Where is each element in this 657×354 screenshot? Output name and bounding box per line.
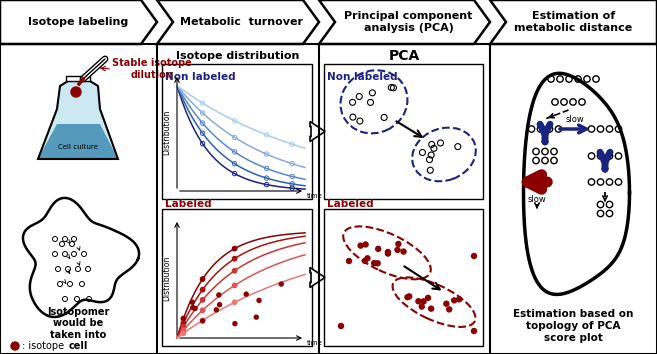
Circle shape bbox=[386, 251, 390, 256]
Circle shape bbox=[200, 287, 205, 292]
Circle shape bbox=[396, 241, 401, 246]
Circle shape bbox=[444, 301, 449, 306]
Circle shape bbox=[395, 247, 400, 252]
Circle shape bbox=[217, 303, 221, 307]
Bar bbox=[0, 44, 657, 354]
Circle shape bbox=[244, 292, 248, 296]
Circle shape bbox=[365, 256, 370, 261]
Bar bbox=[162, 64, 312, 199]
Circle shape bbox=[426, 295, 430, 300]
Circle shape bbox=[416, 299, 421, 304]
Circle shape bbox=[452, 298, 457, 303]
Circle shape bbox=[233, 256, 237, 261]
Polygon shape bbox=[38, 124, 118, 159]
Circle shape bbox=[233, 246, 237, 251]
Circle shape bbox=[193, 307, 197, 310]
Text: slow: slow bbox=[528, 195, 547, 205]
Polygon shape bbox=[524, 73, 629, 295]
Circle shape bbox=[257, 298, 261, 302]
Bar bbox=[324, 64, 483, 199]
Text: Metabolic  turnover: Metabolic turnover bbox=[181, 17, 304, 27]
Circle shape bbox=[405, 295, 410, 300]
Polygon shape bbox=[23, 198, 139, 317]
Circle shape bbox=[181, 331, 185, 336]
Text: Distribution: Distribution bbox=[162, 110, 171, 155]
Circle shape bbox=[421, 299, 426, 304]
Circle shape bbox=[233, 322, 237, 326]
Text: PCA: PCA bbox=[389, 49, 420, 63]
Circle shape bbox=[407, 294, 412, 299]
Circle shape bbox=[191, 300, 194, 304]
Text: Distribution: Distribution bbox=[162, 256, 171, 301]
Bar bbox=[324, 209, 483, 346]
Circle shape bbox=[472, 253, 476, 258]
Circle shape bbox=[191, 306, 195, 310]
Circle shape bbox=[363, 258, 367, 263]
Circle shape bbox=[233, 300, 237, 304]
Text: Non labeled: Non labeled bbox=[165, 72, 236, 82]
Circle shape bbox=[11, 342, 19, 350]
Circle shape bbox=[447, 307, 452, 312]
Polygon shape bbox=[38, 81, 118, 159]
Text: time: time bbox=[307, 193, 323, 199]
Circle shape bbox=[233, 283, 237, 288]
Circle shape bbox=[181, 316, 185, 321]
Circle shape bbox=[376, 246, 380, 251]
Text: Labeled: Labeled bbox=[165, 199, 212, 209]
Circle shape bbox=[200, 298, 205, 302]
Text: time: time bbox=[307, 340, 323, 346]
Text: Isotope labeling: Isotope labeling bbox=[28, 17, 129, 27]
Text: Non labeled: Non labeled bbox=[327, 72, 397, 82]
Circle shape bbox=[217, 293, 221, 297]
Circle shape bbox=[346, 258, 351, 263]
Circle shape bbox=[419, 304, 424, 309]
Circle shape bbox=[181, 325, 185, 329]
Circle shape bbox=[401, 249, 406, 254]
Text: Estimation based on
topology of PCA
score plot: Estimation based on topology of PCA scor… bbox=[513, 309, 634, 343]
Circle shape bbox=[375, 261, 380, 266]
Circle shape bbox=[254, 315, 258, 319]
Circle shape bbox=[200, 308, 205, 313]
Circle shape bbox=[233, 268, 237, 273]
Circle shape bbox=[372, 261, 376, 266]
Circle shape bbox=[71, 87, 81, 97]
Polygon shape bbox=[490, 0, 657, 44]
Text: Principal component
analysis (PCA): Principal component analysis (PCA) bbox=[344, 11, 472, 33]
Circle shape bbox=[181, 321, 185, 325]
Text: Labeled: Labeled bbox=[327, 199, 374, 209]
Circle shape bbox=[338, 324, 344, 329]
Polygon shape bbox=[319, 0, 490, 44]
Text: slow: slow bbox=[566, 114, 584, 124]
Circle shape bbox=[358, 243, 363, 248]
Circle shape bbox=[200, 277, 205, 281]
Polygon shape bbox=[310, 121, 325, 142]
Text: Isotopomer
would be
taken into
cell: Isotopomer would be taken into cell bbox=[47, 307, 109, 352]
Bar bbox=[66, 76, 90, 81]
Circle shape bbox=[181, 328, 185, 332]
Polygon shape bbox=[0, 0, 157, 44]
Text: Estimation of
metabolic distance: Estimation of metabolic distance bbox=[514, 11, 633, 33]
Circle shape bbox=[214, 308, 218, 312]
Circle shape bbox=[457, 297, 462, 302]
Circle shape bbox=[386, 250, 390, 255]
Circle shape bbox=[200, 319, 205, 323]
Text: : isotope: : isotope bbox=[22, 341, 64, 351]
Text: Stable isotope
dilution: Stable isotope dilution bbox=[112, 58, 192, 80]
Polygon shape bbox=[157, 0, 319, 44]
Text: Cell culture: Cell culture bbox=[58, 144, 98, 150]
Circle shape bbox=[363, 242, 368, 247]
Circle shape bbox=[472, 329, 476, 333]
Bar bbox=[162, 209, 312, 346]
Circle shape bbox=[200, 318, 205, 322]
Text: Isotope distribution: Isotope distribution bbox=[176, 51, 300, 61]
Polygon shape bbox=[310, 268, 325, 287]
Circle shape bbox=[279, 282, 283, 286]
Circle shape bbox=[428, 306, 434, 311]
